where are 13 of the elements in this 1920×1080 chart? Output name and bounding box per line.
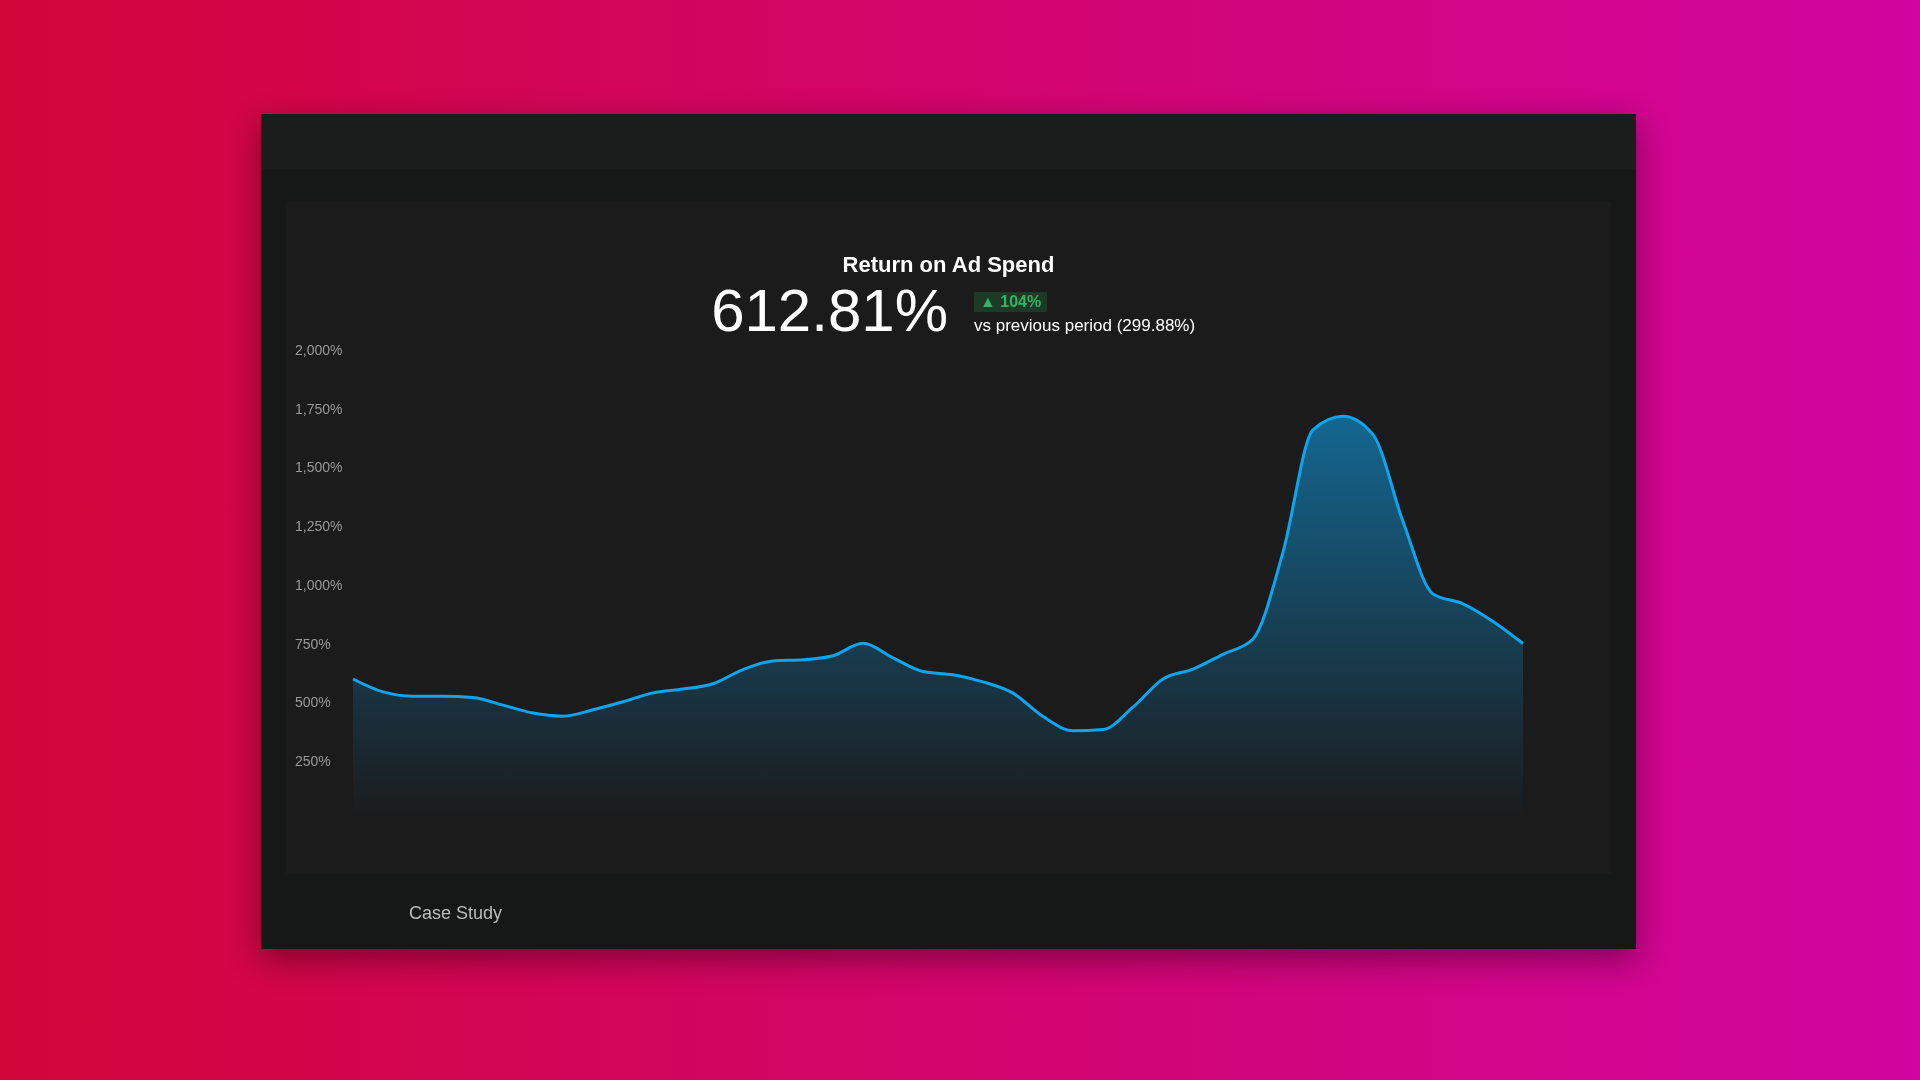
chart-subtitle: 612.81%: [711, 276, 948, 345]
y-tick-label: 1,000%: [295, 576, 343, 593]
y-tick-label: 1,500%: [295, 459, 343, 476]
y-tick-label: 750%: [295, 635, 331, 652]
text: Case Study: [409, 903, 503, 924]
y-tick-label: 1,250%: [295, 518, 343, 535]
chart-title: Return on Ad Spend: [841, 252, 1056, 278]
text: vs previous period (299.88%): [974, 316, 1196, 336]
text: ▲ 104%: [974, 292, 1048, 312]
y-tick-label: 1,750%: [295, 400, 343, 417]
y-tick-label: 250%: [295, 753, 331, 770]
y-tick-label: 500%: [295, 694, 331, 711]
y-tick-label: 2,000%: [295, 341, 343, 358]
